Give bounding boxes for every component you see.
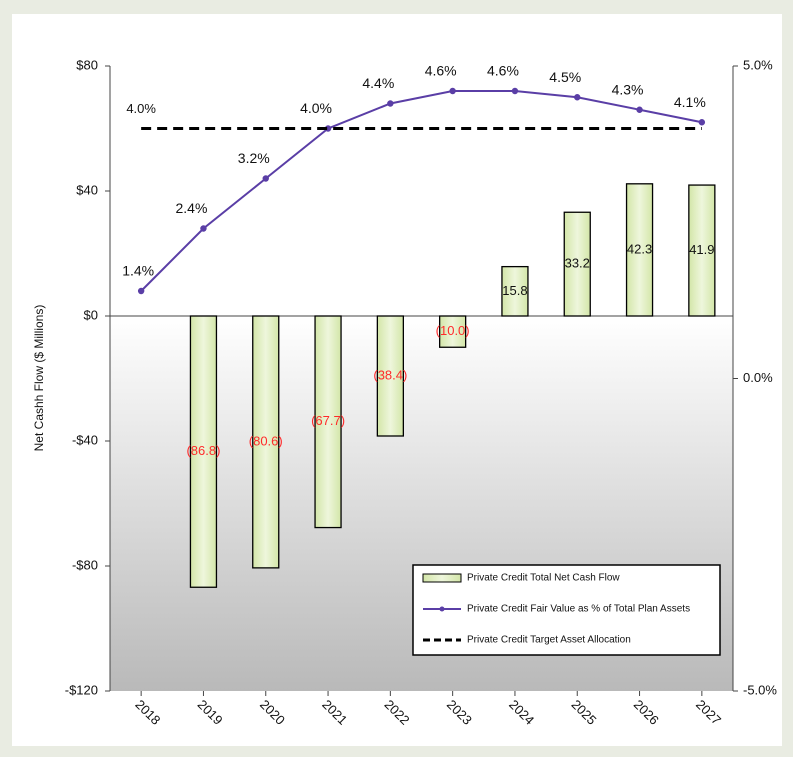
y-tick-label: $0 xyxy=(84,307,98,322)
line-point xyxy=(387,100,394,107)
bar-value-label: (80.6) xyxy=(249,433,283,448)
line-value-label: 4.4% xyxy=(362,75,394,91)
y2-tick-label: 0.0% xyxy=(743,370,773,385)
line-value-label: 2.4% xyxy=(175,200,207,216)
bar xyxy=(314,315,342,529)
legend-label: Private Credit Target Asset Allocation xyxy=(467,635,631,646)
y-tick-label: -$80 xyxy=(72,557,98,572)
bar-value-label: 33.2 xyxy=(565,256,590,271)
line-value-label: 4.6% xyxy=(487,63,519,79)
line-point xyxy=(137,287,145,295)
bar xyxy=(501,265,529,317)
legend-swatch-point xyxy=(439,606,445,612)
line-point xyxy=(574,94,581,101)
y-tick-label: -$120 xyxy=(65,682,98,697)
y-tick-label: $40 xyxy=(76,182,98,197)
target-value-label: 4.0% xyxy=(126,101,156,116)
bar-value-label: 15.8 xyxy=(502,283,527,298)
bar xyxy=(189,315,218,588)
bar xyxy=(252,315,280,569)
line-point xyxy=(324,125,332,132)
line-point xyxy=(262,175,269,182)
bar xyxy=(438,315,467,348)
bar-value-label: (86.8) xyxy=(186,443,220,458)
line-point xyxy=(511,87,519,95)
line-value-label: 4.1% xyxy=(674,94,706,110)
line-value-label: 4.5% xyxy=(549,69,581,85)
line-point xyxy=(698,119,706,126)
line-value-label: 4.0% xyxy=(300,100,332,116)
legend: Private Credit Total Net Cash Flow Privat… xyxy=(412,564,721,656)
y2-tick-label: -5.0% xyxy=(743,682,777,697)
legend-label: Private Credit Total Net Cash Flow xyxy=(467,573,620,584)
y-tick-label: -$40 xyxy=(72,432,98,447)
line-point xyxy=(200,225,207,232)
bar xyxy=(688,184,716,317)
line-point xyxy=(636,106,643,113)
bar-value-label: (10.0) xyxy=(436,323,470,338)
bar-value-label: (38.4) xyxy=(373,367,407,382)
y-tick-label: $80 xyxy=(76,57,98,72)
line xyxy=(140,90,703,292)
line-value-label: 4.3% xyxy=(612,81,644,97)
bar xyxy=(625,183,654,317)
line-value-label: 4.6% xyxy=(425,63,457,79)
line-value-label: 3.2% xyxy=(238,150,270,166)
bar-value-label: 41.9 xyxy=(689,242,714,257)
line-point xyxy=(449,87,456,95)
legend-swatch xyxy=(422,573,462,583)
bar-value-label: (67.7) xyxy=(311,413,345,428)
y2-tick-label: 5.0% xyxy=(743,57,773,72)
bar-value-label: 42.3 xyxy=(627,241,652,256)
legend-box xyxy=(412,564,721,656)
y-axis-title: Net Cashh Flow ($ Millions) xyxy=(32,305,46,452)
bar xyxy=(563,211,591,317)
legend-label: Private Credit Fair Value as % of Total … xyxy=(467,604,690,615)
bar xyxy=(376,315,405,437)
line-value-label: 1.4% xyxy=(122,263,154,279)
